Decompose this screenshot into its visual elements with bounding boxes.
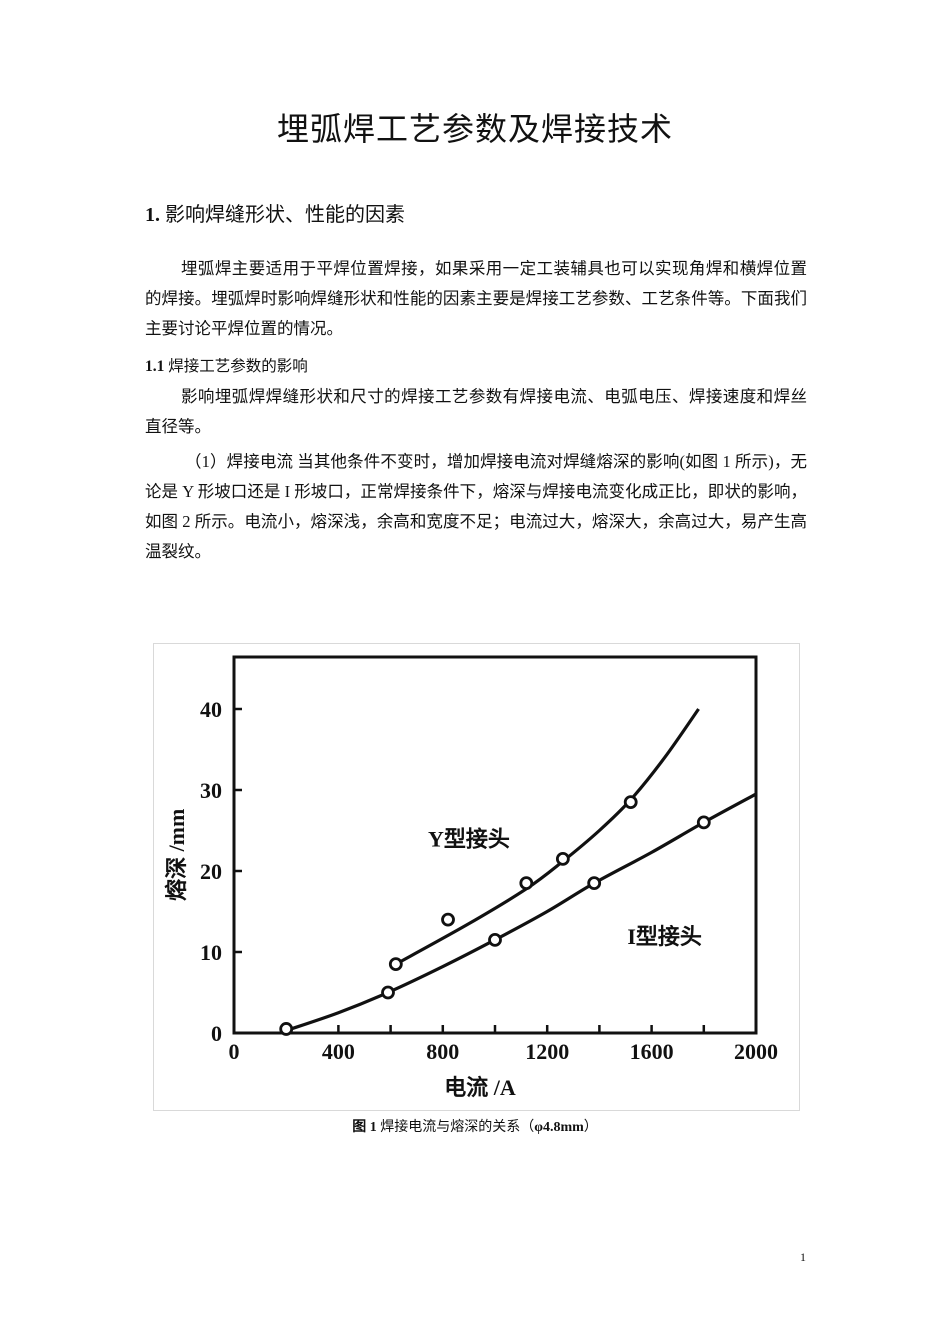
data-point-i-joint (488, 932, 502, 947)
y-tick-label: 20 (200, 859, 222, 884)
section-heading-1: 1. 影响焊缝形状、性能的因素 (145, 198, 405, 227)
x-tick-label: 0 (229, 1039, 240, 1064)
series-line-y-joint (395, 708, 700, 966)
figure-caption-spec: φ4.8mm (534, 1120, 584, 1135)
data-point-y-joint (519, 876, 534, 891)
x-tick-label: 800 (426, 1039, 459, 1064)
chart-svg: 0 400 800 1200 1600 2000 0 10 20 30 40 电流 /A 熔深 /mm Y… (164, 655, 778, 1100)
figure-label: 图 1 (352, 1120, 377, 1135)
paragraph-welding-current: （1）焊接电流 当其他条件不变时，增加焊接电流对焊缝熔深的影响(如图 1 所示)… (145, 452, 807, 561)
data-point-y-joint (623, 795, 638, 810)
data-point-i-joint (696, 815, 711, 830)
annotation-y-joint: Y型接头 (428, 827, 510, 852)
data-point-i-joint (587, 876, 602, 891)
y-axis-label: 熔深 /mm (164, 809, 189, 901)
subsection-title: 焊接工艺参数的影响 (168, 358, 308, 375)
figure-caption: 图 1 焊接电流与熔深的关系（φ4.8mm） (0, 1116, 950, 1136)
x-tick-label: 400 (322, 1039, 355, 1064)
subsection-number: 1.1 (145, 358, 165, 375)
x-tick-label: 2000 (734, 1039, 778, 1064)
page-number: 1 (800, 1250, 806, 1264)
data-point-y-joint (555, 851, 570, 866)
figure-1-chart: 0 400 800 1200 1600 2000 0 10 20 30 40 电流 /A 熔深 /mm Y… (153, 643, 800, 1111)
series-line-i-joint (285, 792, 757, 1033)
y-tick-label: 0 (211, 1021, 222, 1046)
paragraph-parameters: 影响埋弧焊焊缝形状和尺寸的焊接工艺参数有焊接电流、电弧电压、焊接速度和焊丝直径等… (145, 387, 807, 436)
data-point-i-joint (381, 985, 395, 1000)
figure-caption-text: 焊接电流与熔深的关系（ (380, 1120, 535, 1135)
document-title: 埋弧焊工艺参数及焊接技术 (276, 111, 673, 147)
x-tick-label: 1600 (630, 1039, 674, 1064)
section-number: 1. (145, 204, 160, 226)
subsection-heading-1-1: 1.1 焊接工艺参数的影响 (145, 354, 308, 376)
data-point-y-joint (441, 912, 455, 927)
x-tick-label: 1200 (525, 1039, 569, 1064)
paragraph-intro: 埋弧焊主要适用于平焊位置焊接，如果采用一定工装辅具也可以实现角焊和横焊位置的焊接… (145, 259, 807, 338)
y-tick-label: 10 (200, 940, 222, 965)
annotation-i-joint: I型接头 (627, 924, 702, 949)
y-tick-label: 40 (200, 697, 222, 722)
x-axis-label: 电流 /A (444, 1075, 516, 1100)
y-tick-label: 30 (200, 778, 222, 803)
data-point-i-joint (279, 1022, 294, 1036)
figure-caption-close: ） (583, 1120, 598, 1135)
section-title: 影响焊缝形状、性能的因素 (165, 204, 405, 226)
data-point-y-joint (388, 957, 403, 972)
